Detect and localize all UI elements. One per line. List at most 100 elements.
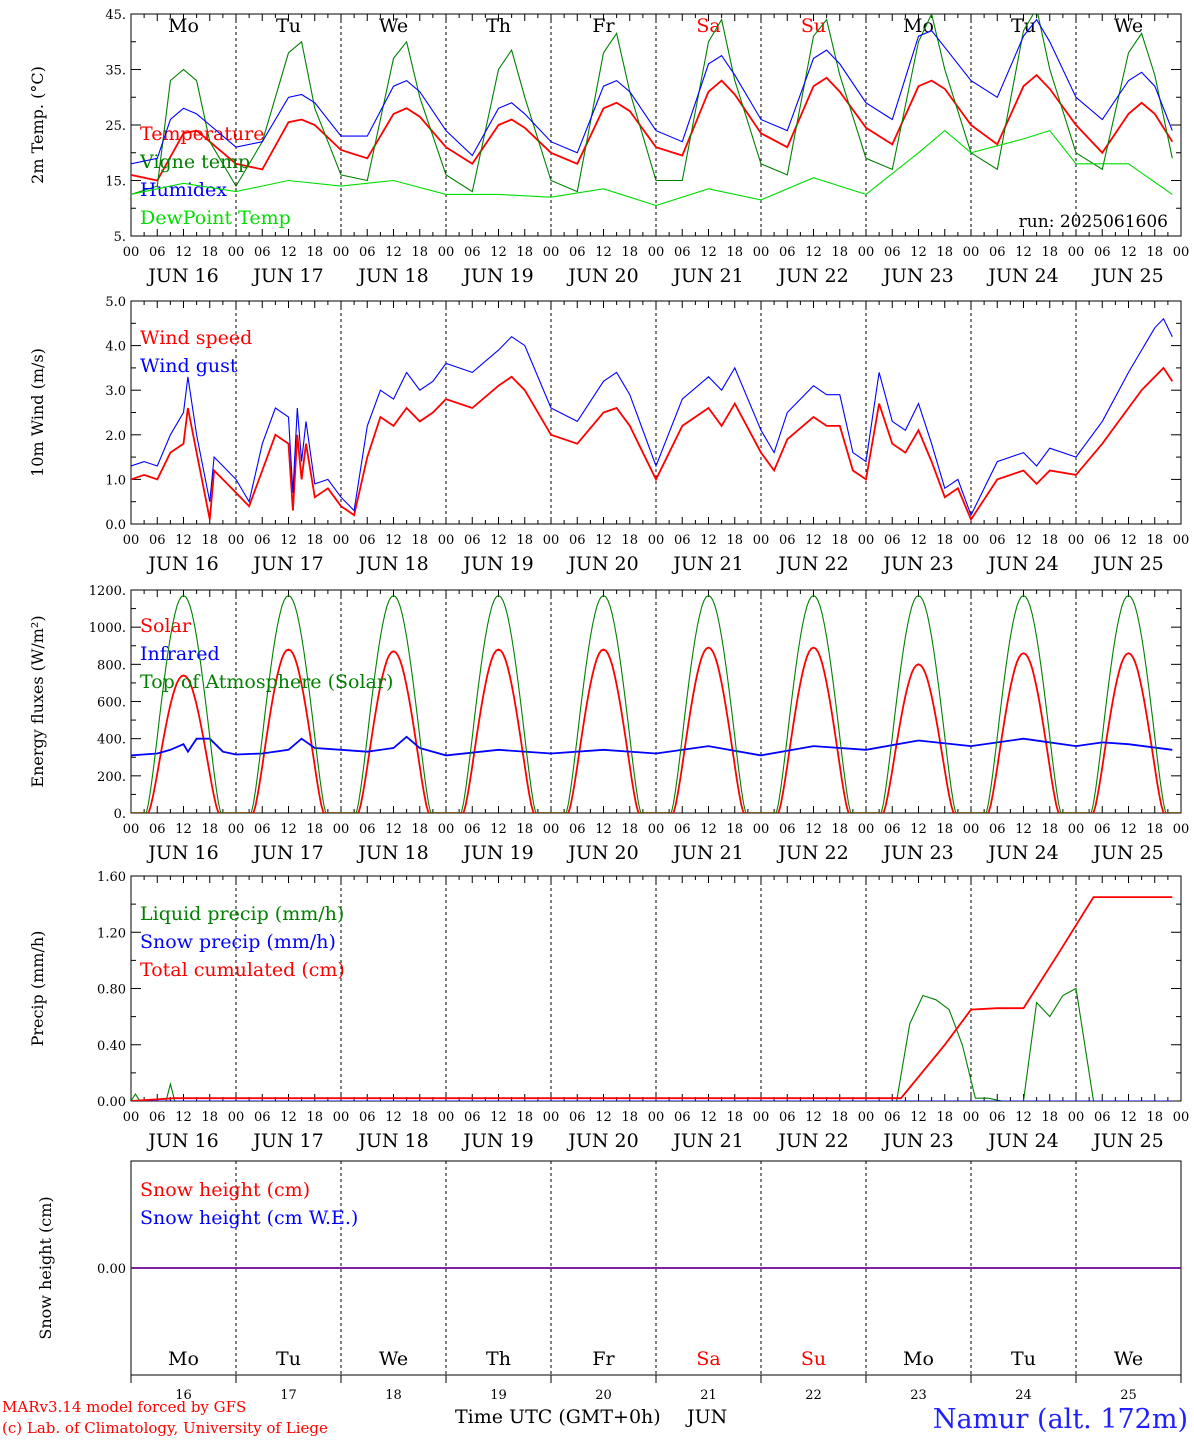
- x-hour-label: 00: [1068, 822, 1085, 837]
- weekday-label: We: [1114, 1348, 1143, 1370]
- x-hour-label: 00: [228, 1110, 245, 1125]
- x-hour-label: 18: [936, 1110, 953, 1125]
- x-hour-label: 00: [228, 533, 245, 548]
- x-hour-label: 12: [805, 1110, 822, 1125]
- x-hour-label: 12: [595, 822, 612, 837]
- weekday-label: We: [1114, 15, 1143, 37]
- x-hour-label: 18: [1146, 822, 1163, 837]
- x-hour-label: 18: [726, 533, 743, 548]
- x-date-label: JUN 22: [776, 1130, 848, 1152]
- x-hour-label: 12: [280, 822, 297, 837]
- x-hour-label: 06: [989, 1110, 1006, 1125]
- x-hour-label: 12: [175, 1110, 192, 1125]
- x-hour-label: 18: [621, 533, 638, 548]
- legend-entry: Temperature: [140, 123, 264, 145]
- y-tick-label: 5.: [114, 230, 126, 245]
- series-line-dewpoint-temp: [131, 129, 1173, 207]
- x-hour-label: 12: [805, 533, 822, 548]
- x-hour-label: 06: [779, 245, 796, 260]
- x-hour-label: 06: [989, 245, 1006, 260]
- x-hour-label: 12: [490, 533, 507, 548]
- legend-entry: Humidex: [140, 179, 227, 201]
- x-hour-label: 00: [753, 822, 770, 837]
- panel-wind: 0.0 1.0 2.0 3.0 4.0 5.0 10m Wind (m/s) 00 06 12 18…: [28, 295, 1189, 575]
- x-date-label: JUN 16: [146, 842, 218, 864]
- x-hour-label: 18: [516, 822, 533, 837]
- x-hour-label: 12: [910, 822, 927, 837]
- x-hour-label: 06: [254, 533, 271, 548]
- x-date-label: JUN 23: [881, 553, 953, 575]
- x-hour-label: 06: [674, 1110, 691, 1125]
- x-hour-label: 00: [543, 533, 560, 548]
- x-hour-label: 12: [175, 245, 192, 260]
- weekday-label: Su: [801, 15, 826, 37]
- x-hour-label: 00: [963, 533, 980, 548]
- weekday-label: We: [379, 1348, 408, 1370]
- weekday-label: Th: [486, 15, 511, 37]
- legend-entry: Vigne temp: [139, 151, 250, 173]
- x-hour-label: 12: [700, 1110, 717, 1125]
- weekday-label: Tu: [276, 15, 301, 37]
- x-hour-label: 12: [1120, 822, 1137, 837]
- x-hour-label: 18: [726, 1110, 743, 1125]
- x-hour-label: 00: [1173, 245, 1190, 260]
- y-tick-label: 0.80: [97, 983, 126, 998]
- x-hour-label: 12: [910, 245, 927, 260]
- x-hour-label: 12: [280, 533, 297, 548]
- x-hour-label: 06: [1094, 1110, 1111, 1125]
- x-hour-label: 18: [201, 245, 218, 260]
- x-date-label: JUN 19: [461, 1130, 533, 1152]
- x-hour-label: 00: [123, 245, 140, 260]
- x-hour-label: 00: [123, 1110, 140, 1125]
- x-date-label: JUN 17: [251, 265, 323, 287]
- series-line-liquid-precip-mm-h-: [131, 987, 1173, 1101]
- x-hour-label: 06: [1094, 533, 1111, 548]
- legend-entry: Total cumulated (cm): [140, 959, 345, 981]
- x-hour-label: 18: [1146, 533, 1163, 548]
- x-date-label: JUN 25: [1091, 553, 1163, 575]
- x-hour-label: 06: [464, 533, 481, 548]
- x-hour-label: 06: [149, 533, 166, 548]
- x-hour-label: 12: [490, 1110, 507, 1125]
- x-hour-label: 06: [884, 533, 901, 548]
- x-dom-label: 20: [595, 1388, 612, 1403]
- x-hour-label: 06: [884, 245, 901, 260]
- x-hour-label: 18: [411, 533, 428, 548]
- x-hour-label: 00: [333, 533, 350, 548]
- x-date-label: JUN 23: [881, 265, 953, 287]
- x-hour-label: 06: [254, 822, 271, 837]
- y-tick-label: 200.: [97, 770, 126, 785]
- series-line-humidex: [131, 18, 1173, 165]
- x-hour-label: 12: [910, 1110, 927, 1125]
- y-tick-label: 3.0: [105, 384, 126, 399]
- legend-entry: Infrared: [140, 643, 220, 665]
- series-line-wind-speed: [131, 366, 1174, 522]
- series-line-top-of-atmosphere-solar-: [131, 594, 1181, 813]
- x-hour-label: 00: [543, 822, 560, 837]
- weekday-label: Mo: [903, 1348, 934, 1370]
- x-hour-label: 06: [464, 822, 481, 837]
- station-label: Namur (alt. 172m): [933, 1404, 1188, 1435]
- x-dom-label: 19: [490, 1388, 507, 1403]
- x-date-label: JUN 16: [146, 1130, 218, 1152]
- x-date-label: JUN 18: [356, 1130, 428, 1152]
- x-hour-label: 06: [674, 822, 691, 837]
- x-hour-label: 18: [621, 822, 638, 837]
- x-hour-label: 06: [569, 1110, 586, 1125]
- x-hour-label: 06: [1094, 245, 1111, 260]
- x-hour-label: 12: [1120, 533, 1137, 548]
- x-hour-label: 00: [123, 822, 140, 837]
- x-dom-label: 18: [385, 1388, 402, 1403]
- y-tick-label: 15.: [105, 175, 126, 190]
- x-hour-label: 00: [648, 533, 665, 548]
- x-hour-label: 12: [805, 245, 822, 260]
- x-date-label: JUN 18: [356, 553, 428, 575]
- x-hour-label: 18: [516, 245, 533, 260]
- x-hour-label: 00: [1068, 1110, 1085, 1125]
- x-hour-label: 18: [1146, 245, 1163, 260]
- x-dom-label: 24: [1015, 1388, 1032, 1403]
- x-hour-label: 12: [595, 1110, 612, 1125]
- panel-energy: 0. 200. 400. 600. 800. 1000. 1200. Energy fluxe…: [28, 584, 1189, 864]
- weekday-label: Th: [486, 1348, 511, 1370]
- x-hour-label: 18: [201, 822, 218, 837]
